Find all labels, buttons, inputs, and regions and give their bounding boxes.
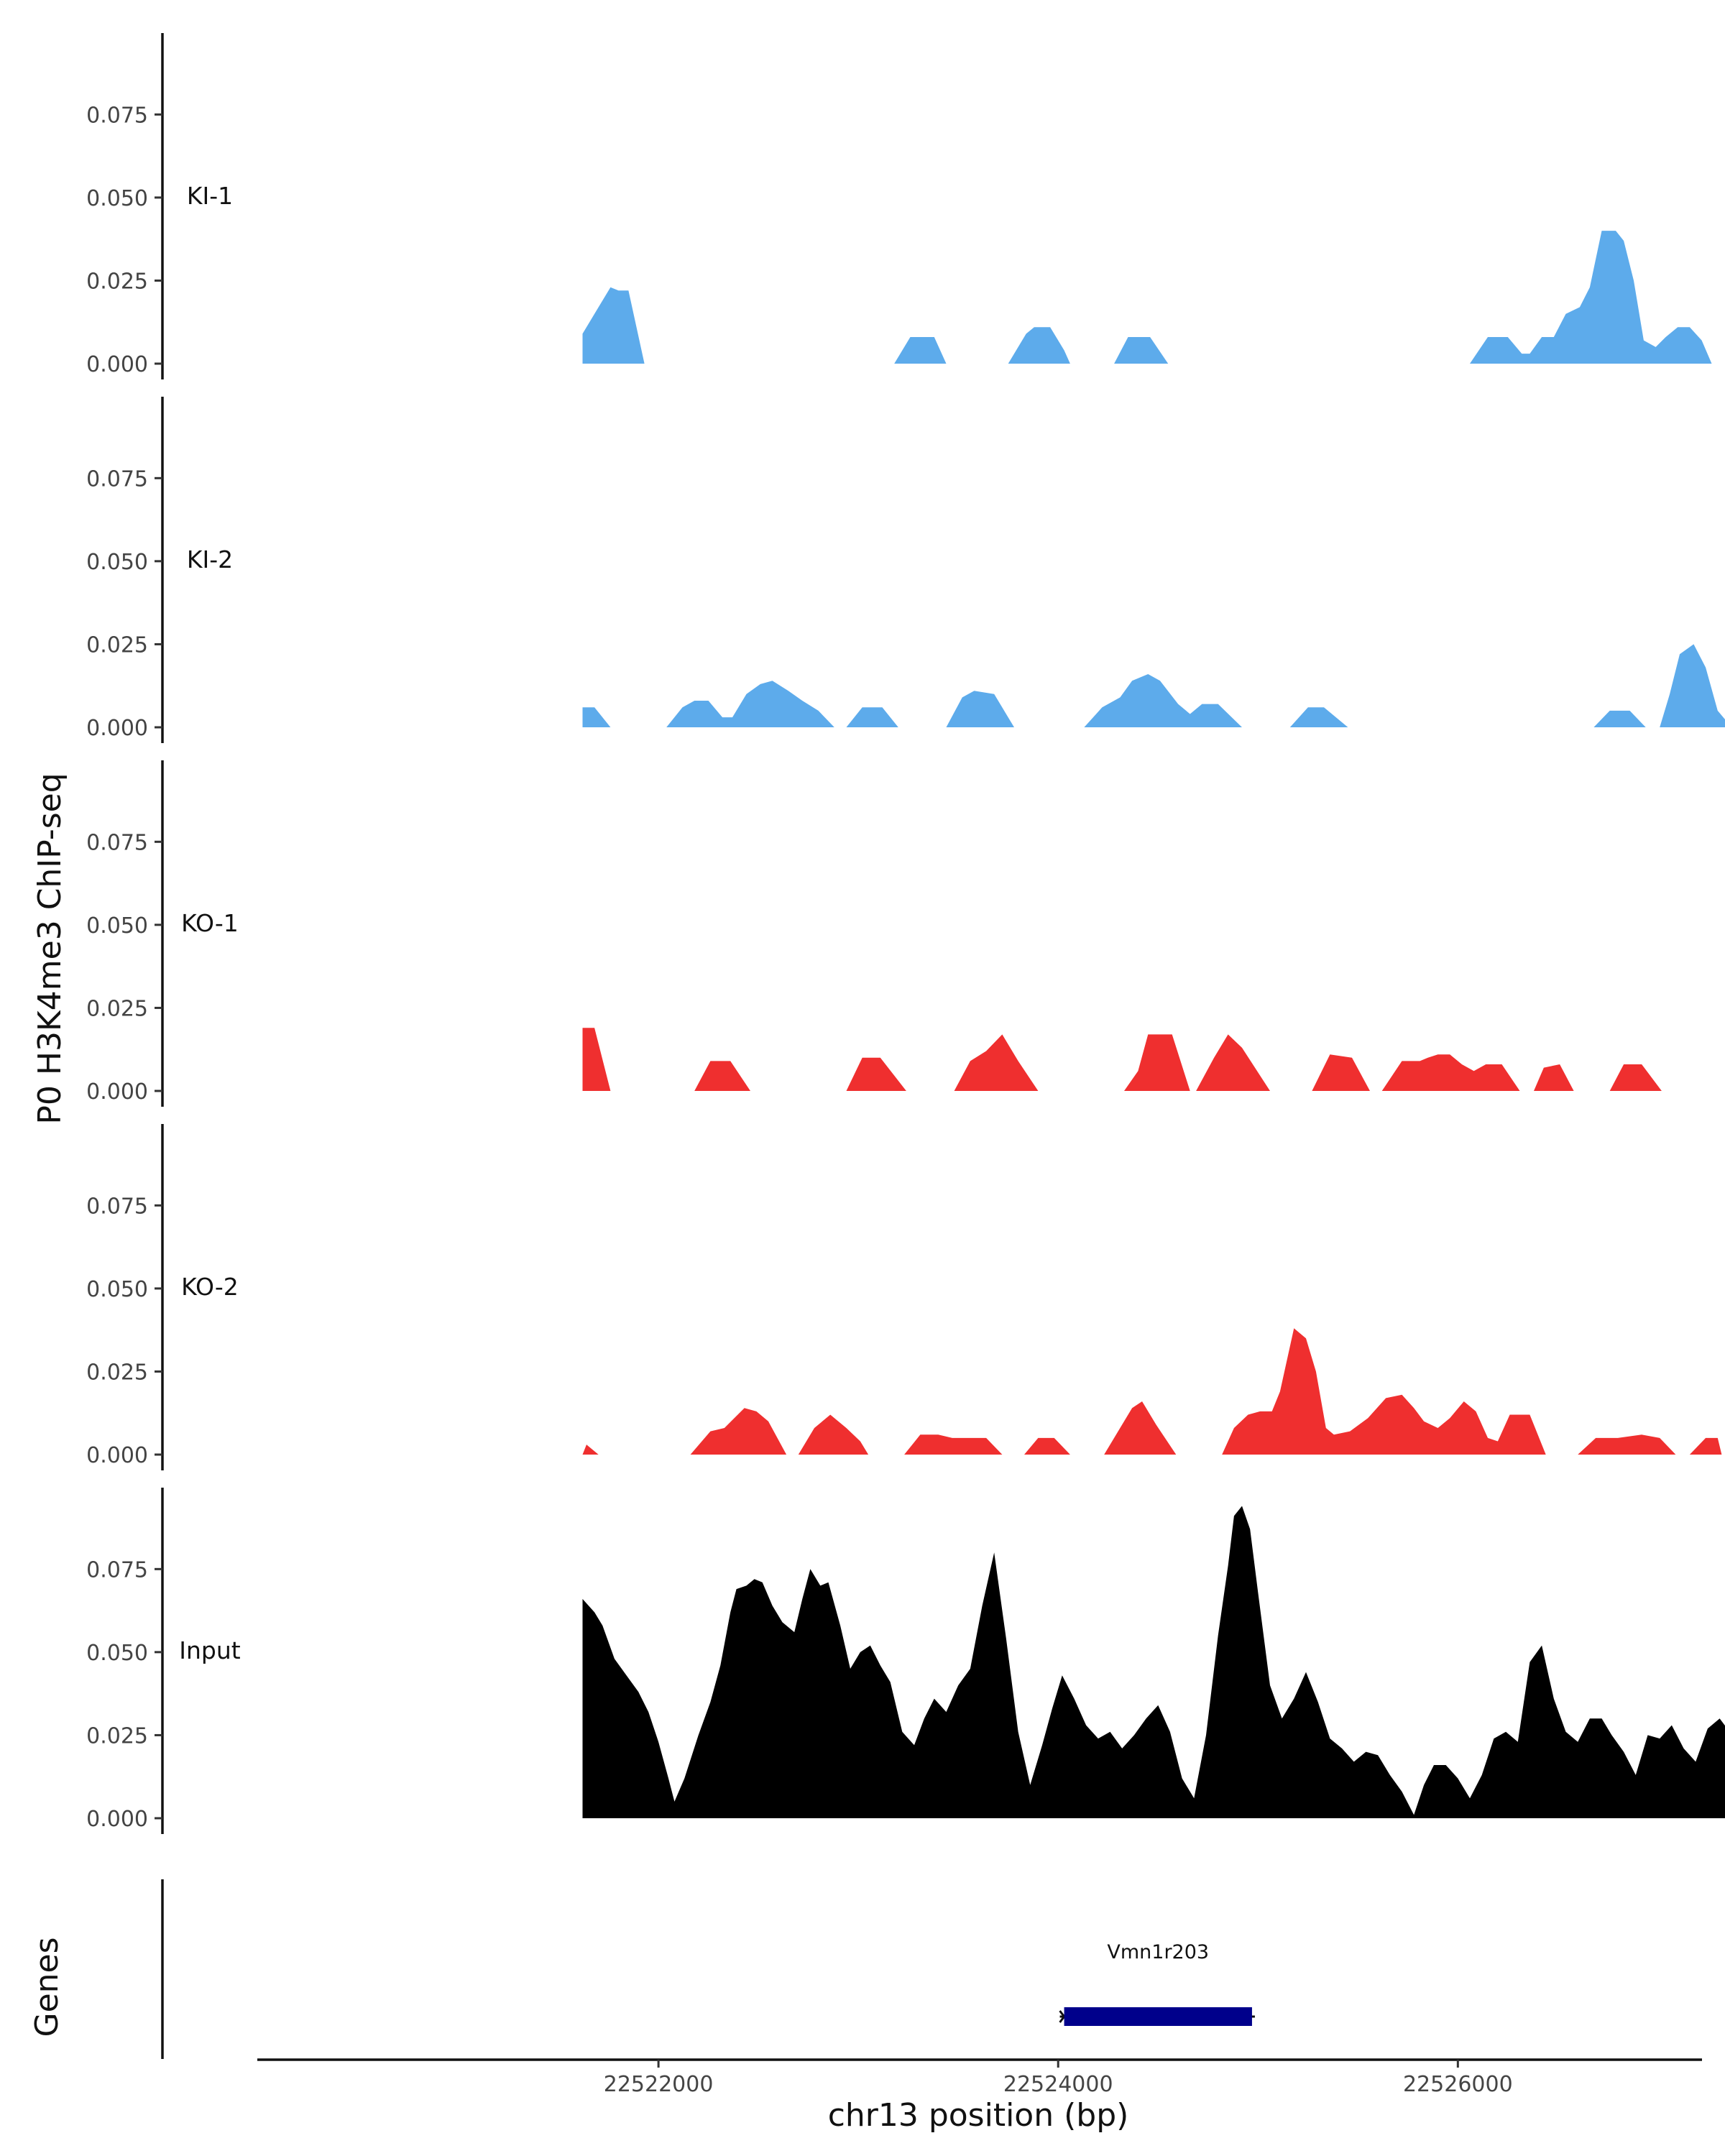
y-tick-label: 0.050 — [86, 186, 148, 211]
gene-track: Vmn1r203 — [161, 1879, 1255, 2059]
track-label: KO-1 — [181, 909, 239, 937]
track-label: KI-1 — [187, 182, 233, 210]
y-tick-label: 0.025 — [86, 269, 148, 294]
tracks-layer: 0.0000.0250.0500.075KI-10.0000.0250.0500… — [86, 33, 1725, 1834]
y-tick-label: 0.075 — [86, 1557, 148, 1583]
y-tick-label: 0.000 — [86, 1079, 148, 1105]
y-tick-label: 0.050 — [86, 1277, 148, 1302]
track-panel-ki-1: 0.000 0.025 0.050 0.075 KI-1 — [86, 33, 1712, 379]
y-tick-label: 0.050 — [86, 550, 148, 575]
coverage-area-ki-1 — [582, 231, 1712, 364]
y-axis-title: P0 H3K4me3 ChIP-seq — [32, 773, 68, 1124]
y-tick-label: 0.050 — [86, 913, 148, 939]
y-tick-label: 0.000 — [86, 1807, 148, 1832]
track-panel-ko-2: 0.000 0.025 0.050 0.075 KO-2 — [86, 1124, 1722, 1470]
x-tick-label: 22522000 — [604, 2072, 714, 2097]
track-panel-input: 0.000 0.025 0.050 0.075 Input — [86, 1488, 1725, 1834]
track-panel-ki-2: 0.000 0.025 0.050 0.075 KI-2 — [86, 397, 1725, 743]
y-tick-label: 0.075 — [86, 1194, 148, 1219]
y-tick-label: 0.025 — [86, 632, 148, 658]
x-axis: 22522000 22524000 22526000 — [257, 2058, 1702, 2097]
y-tick-label: 0.000 — [86, 352, 148, 377]
gene-body — [1064, 2007, 1252, 2026]
y-tick-label: 0.075 — [86, 103, 148, 128]
x-axis-title: chr13 position (bp) — [828, 2097, 1129, 2134]
x-tick-label: 22524000 — [1003, 2072, 1113, 2097]
y-tick-label: 0.000 — [86, 716, 148, 741]
y-tick-label: 0.075 — [86, 830, 148, 855]
coverage-area-ko-2 — [582, 1328, 1722, 1455]
y-tick-label: 0.075 — [86, 466, 148, 492]
y-tick-label: 0.025 — [86, 996, 148, 1021]
coverage-area-ki-2 — [582, 644, 1725, 727]
coverage-area-ko-1 — [582, 1028, 1662, 1091]
gene-label: Vmn1r203 — [1107, 1941, 1209, 1963]
track-label: KI-2 — [187, 545, 233, 573]
x-tick-label: 22526000 — [1403, 2072, 1513, 2097]
y-tick-label: 0.000 — [86, 1443, 148, 1468]
y-tick-label: 0.025 — [86, 1360, 148, 1385]
coverage-area-input — [582, 1506, 1725, 1818]
gene-track-title: Genes — [29, 1937, 65, 2037]
gene-vmn1r203: Vmn1r203 — [1059, 1941, 1255, 2026]
y-tick-label: 0.025 — [86, 1723, 148, 1749]
y-tick-label: 0.050 — [86, 1641, 148, 1666]
track-label: Input — [179, 1636, 241, 1664]
track-label: KO-2 — [181, 1273, 239, 1301]
track-panel-ko-1: 0.000 0.025 0.050 0.075 KO-1 — [86, 760, 1662, 1107]
